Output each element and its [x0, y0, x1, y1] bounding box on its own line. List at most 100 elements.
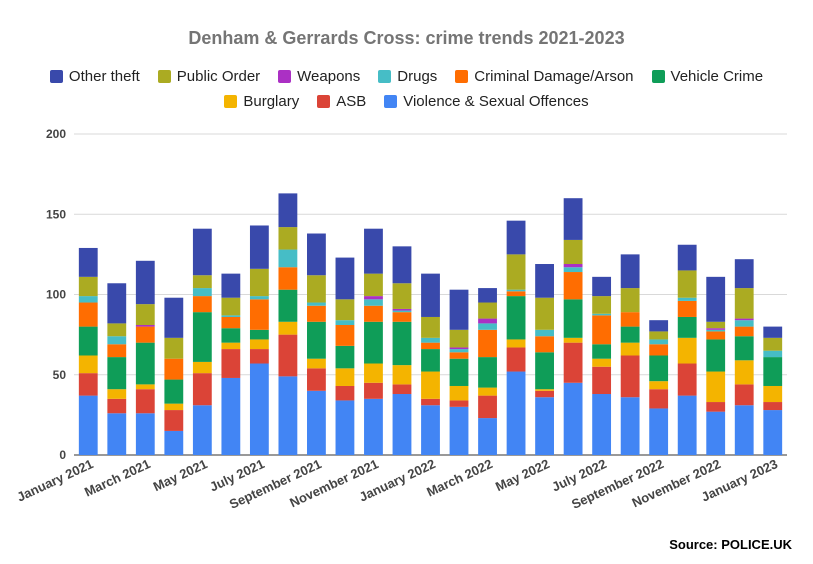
bar-segment	[763, 337, 783, 351]
bar-segment	[164, 410, 184, 431]
x-tick-label: May 2022	[493, 456, 552, 494]
bar-segment	[563, 272, 583, 300]
bar-segment	[677, 337, 697, 364]
bar-segment	[478, 288, 497, 303]
bar-segment	[535, 390, 554, 398]
bar-segment	[307, 321, 326, 359]
bar-segment	[421, 337, 440, 343]
bar-segment	[335, 299, 355, 321]
bar-segment	[506, 254, 526, 290]
y-tick-label: 100	[46, 288, 66, 302]
bar-segment	[620, 312, 640, 327]
bar-segment	[249, 299, 269, 330]
bar-segment	[592, 366, 612, 395]
bar-segment	[677, 300, 697, 317]
bar-segment	[677, 316, 697, 338]
bar-segment	[78, 355, 98, 374]
bar-segment	[335, 324, 355, 346]
legend-row: Burglary ASB Violence & Sexual Offences	[0, 93, 813, 110]
bar-segment	[364, 363, 383, 383]
bar-segment	[563, 382, 583, 455]
bar-segment	[335, 368, 355, 386]
bar-segment	[307, 390, 326, 455]
bar-segment	[249, 225, 269, 269]
bar-segment	[706, 328, 726, 330]
bar-segment	[478, 418, 497, 455]
bar-segment	[649, 331, 669, 340]
bar-segment	[278, 334, 298, 377]
bar-segment	[478, 395, 497, 419]
bar-segment	[164, 358, 184, 380]
bar-segment	[506, 289, 526, 292]
legend-item: Burglary	[224, 93, 299, 110]
bar-segment	[535, 329, 554, 337]
bar-segment	[763, 350, 783, 358]
bar-segment	[478, 323, 497, 330]
bar-segment	[107, 344, 127, 358]
bar-segment	[192, 373, 212, 406]
bar-segment	[135, 304, 155, 325]
bar-segment	[506, 339, 526, 348]
bar-segment	[221, 297, 241, 316]
bar-segment	[734, 288, 754, 319]
bar-segment	[478, 329, 497, 358]
bar-segment	[249, 339, 269, 350]
bar-segment	[478, 302, 497, 319]
bar-segment	[364, 321, 383, 364]
legend-label: Weapons	[297, 68, 361, 85]
legend-swatch	[224, 95, 238, 108]
bar-segment	[307, 275, 326, 303]
bar-segment	[506, 347, 526, 372]
legend-item: ASB	[317, 93, 366, 110]
bar-segment	[107, 336, 127, 345]
bar-segment	[421, 316, 440, 338]
bar-segment	[78, 296, 98, 303]
bar-segment	[392, 312, 412, 322]
bar-segment	[563, 342, 583, 383]
bar-segment	[592, 344, 612, 359]
bar-segment	[706, 331, 726, 340]
bar-segment	[192, 288, 212, 297]
bar-segment	[677, 244, 697, 271]
x-tick-label: March 2022	[424, 456, 495, 500]
bar-segment	[221, 273, 241, 298]
legend-swatch	[157, 70, 171, 83]
bar-segment	[449, 329, 469, 348]
bar-segment	[421, 398, 440, 406]
bar-segment	[620, 254, 640, 289]
bar-segment	[278, 289, 298, 322]
bar-segment	[535, 389, 554, 391]
bar-segment	[78, 373, 98, 396]
bar-segment	[506, 371, 526, 455]
bar-segment	[649, 344, 669, 356]
bar-segment	[392, 384, 412, 395]
bar-segment	[249, 296, 269, 300]
bar-segment	[734, 259, 754, 289]
bar-segment	[706, 329, 726, 332]
bar-segment	[249, 363, 269, 455]
bar-segment	[706, 276, 726, 322]
bar-segment	[478, 318, 497, 324]
bar-segment	[107, 413, 127, 455]
bar-segment	[763, 410, 783, 455]
bar-segment	[506, 296, 526, 340]
bar-segment	[392, 321, 412, 366]
bar-segment	[706, 371, 726, 403]
bar-segment	[649, 381, 669, 390]
bar-segment	[107, 283, 127, 324]
bar-segment	[592, 276, 612, 297]
bar-segment	[107, 323, 127, 337]
legend-item: Criminal Damage/Arson	[455, 68, 634, 85]
bar-segment	[421, 342, 440, 350]
x-tick-label: March 2021	[82, 456, 153, 500]
bar-segment	[364, 228, 383, 274]
bar-segment	[649, 408, 669, 455]
bar-segment	[563, 299, 583, 338]
bar-segment	[221, 315, 241, 317]
bar-segment	[221, 328, 241, 343]
bar-segment	[677, 395, 697, 455]
y-tick-label: 150	[46, 207, 66, 221]
y-tick-label: 50	[53, 368, 67, 382]
bar-segment	[734, 326, 754, 337]
bar-segment	[221, 377, 241, 455]
